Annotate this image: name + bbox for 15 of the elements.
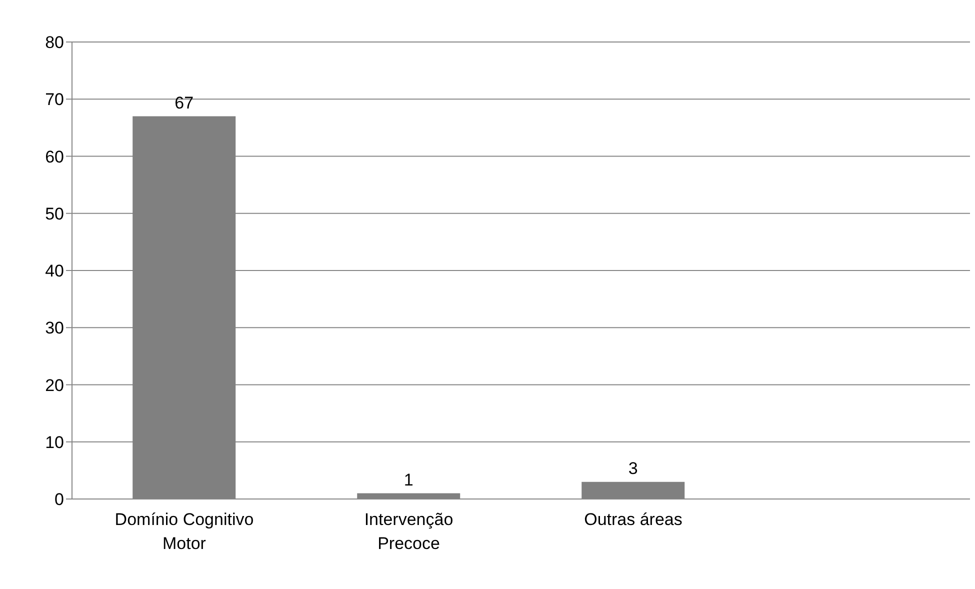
- y-tick-label: 10: [45, 432, 64, 452]
- data-label: 1: [404, 470, 414, 490]
- y-tick-label: 60: [45, 147, 64, 166]
- y-tick-label: 30: [45, 318, 64, 338]
- y-tick-label: 40: [45, 262, 64, 281]
- y-tick-label: 20: [45, 376, 64, 395]
- y-tick-label: 50: [45, 204, 64, 224]
- x-tick-label: Domínio Cognitivo Motor: [114, 510, 254, 553]
- x-tick-label: Intervenção Precoce: [364, 510, 454, 553]
- data-label: 3: [628, 458, 638, 478]
- y-tick-label: 0: [54, 490, 64, 510]
- x-tick-label: Outras áreas: [584, 510, 682, 529]
- y-tick-label: 80: [45, 33, 64, 52]
- y-tick-label: 70: [45, 90, 64, 110]
- data-label: 67: [174, 93, 194, 112]
